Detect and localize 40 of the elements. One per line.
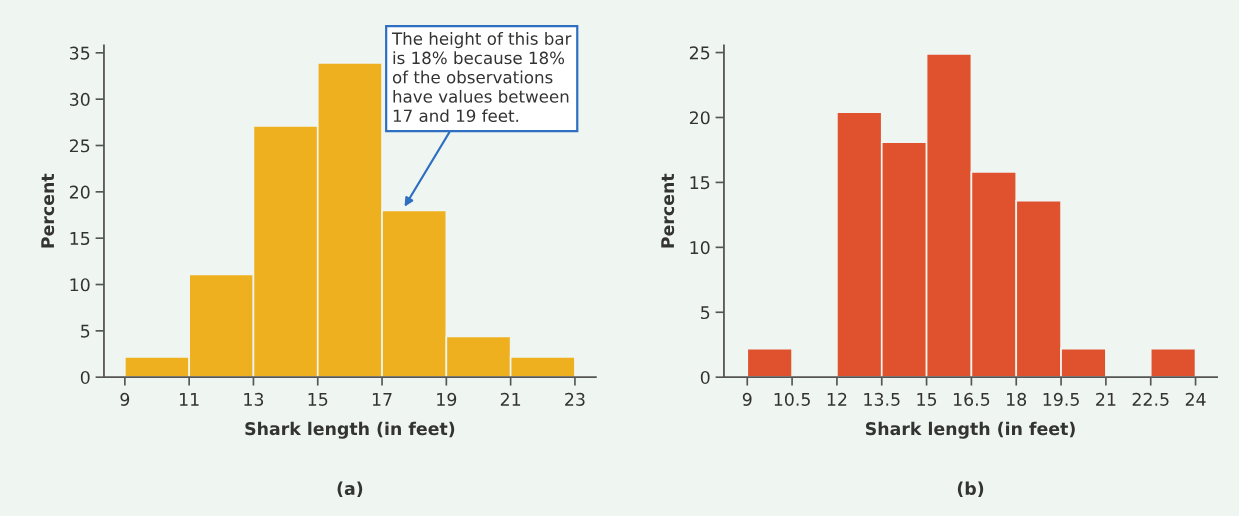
x-tick-label: 22.5 [1132, 392, 1169, 406]
x-tick-label: 15 [308, 393, 328, 406]
y-tick-label: 10 [690, 241, 710, 255]
y-tick-label: 25 [689, 46, 710, 60]
x-tick-label: 19.5 [1043, 392, 1079, 406]
y-tick-label: 20 [689, 111, 710, 125]
x-tick-label: 12 [827, 392, 847, 406]
x-axis-title: Shark length (in feet) [245, 421, 455, 439]
x-tick-label: 19 [437, 392, 457, 406]
x-tick-label: 13.5 [864, 392, 900, 406]
y-axis-title: Percent [661, 173, 675, 248]
x-tick-label: 21 [500, 392, 521, 406]
y-tick-label: 0 [700, 370, 710, 385]
y-tick-label: 5 [701, 306, 710, 320]
y-tick-label: 0 [80, 370, 90, 385]
y-tick-label: 35 [69, 46, 90, 60]
y-tick-label: 15 [690, 176, 710, 190]
x-tick-label: 18 [1007, 392, 1027, 406]
y-tick-label: 30 [69, 92, 90, 106]
y-tick-label: 10 [70, 278, 90, 292]
x-tick-label: 9 [742, 392, 752, 406]
x-tick-label: 13 [244, 392, 264, 406]
annotation: The height of this bar is 18% because 18% of the observations have values between 17 and 19 feet. [391, 32, 572, 123]
x-tick-label: 23 [565, 392, 585, 406]
x-axis-title: Shark length (in feet) [865, 421, 1075, 439]
y-axis-title: Percent [41, 173, 55, 248]
y-tick-label: 15 [70, 232, 90, 246]
x-tick-label: 11 [180, 393, 199, 406]
y-tick-label: 5 [81, 324, 90, 338]
y-tick-label: 20 [69, 185, 90, 199]
text: (a) [337, 481, 363, 498]
x-tick-label: 17 [372, 393, 392, 406]
x-tick-label: 21 [1096, 392, 1116, 406]
text: (b) [957, 481, 984, 498]
y-tick-label: 25 [69, 139, 90, 153]
x-tick-label: 24 [1185, 392, 1206, 406]
x-tick-label: 15 [917, 393, 937, 406]
x-tick-label: 9 [120, 392, 130, 406]
x-tick-label: 16.5 [953, 392, 990, 406]
x-tick-label: 10.5 [774, 392, 810, 406]
